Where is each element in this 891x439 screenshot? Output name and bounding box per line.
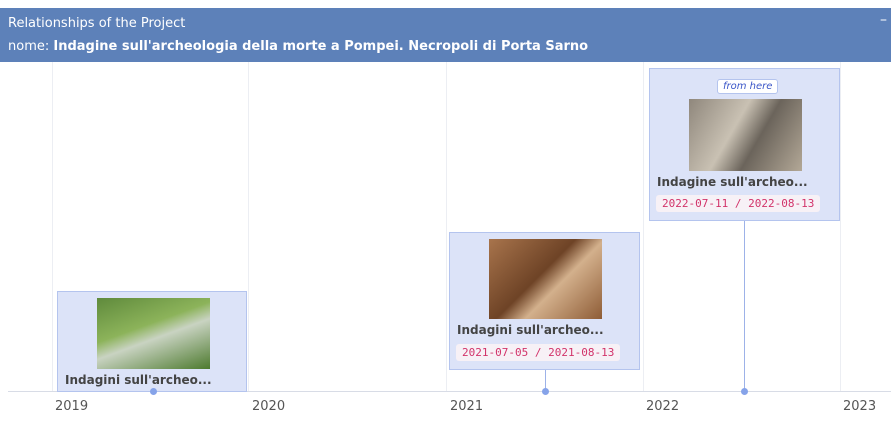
item-title: Indagini sull'archeo... [65, 373, 212, 387]
year-label: 2022 [646, 399, 679, 414]
item-title: Indagine sull'archeo... [657, 175, 808, 189]
item-image [97, 298, 210, 369]
item-dot [150, 388, 157, 395]
header: Relationships of the Project nome: Indag… [0, 8, 891, 62]
year-label: 2023 [843, 399, 876, 414]
timeline-item[interactable]: Indagini sull'archeo... [57, 291, 247, 392]
from-here-badge: from here [717, 79, 778, 94]
grid-line [52, 62, 53, 392]
grid-line [248, 62, 249, 392]
year-label: 2021 [450, 399, 483, 414]
page: Relationships of the Project nome: Indag… [0, 0, 891, 439]
close-button[interactable]: – [880, 12, 887, 28]
item-stem [744, 220, 745, 391]
item-dates: 2022-07-11 / 2022-08-13 [656, 195, 820, 212]
item-image [689, 99, 802, 171]
grid-line [643, 62, 644, 392]
year-label: 2020 [252, 399, 285, 414]
item-title: Indagini sull'archeo... [457, 323, 604, 337]
grid-line [446, 62, 447, 392]
grid-line [840, 62, 841, 392]
timeline-item[interactable]: Indagini sull'archeo... 2021-07-05 / 202… [449, 232, 640, 370]
header-title: Relationships of the Project [8, 16, 185, 31]
project-name-line: nome: Indagine sull'archeologia della mo… [8, 39, 588, 54]
timeline-item[interactable]: from here Indagine sull'archeo... 2022-0… [649, 68, 840, 221]
item-dot [542, 388, 549, 395]
item-image [489, 239, 602, 319]
name-label: nome: [8, 39, 49, 54]
project-name: Indagine sull'archeologia della morte a … [53, 39, 588, 54]
item-dates: 2021-07-05 / 2021-08-13 [456, 344, 620, 361]
year-label: 2019 [55, 399, 88, 414]
item-dot [741, 388, 748, 395]
